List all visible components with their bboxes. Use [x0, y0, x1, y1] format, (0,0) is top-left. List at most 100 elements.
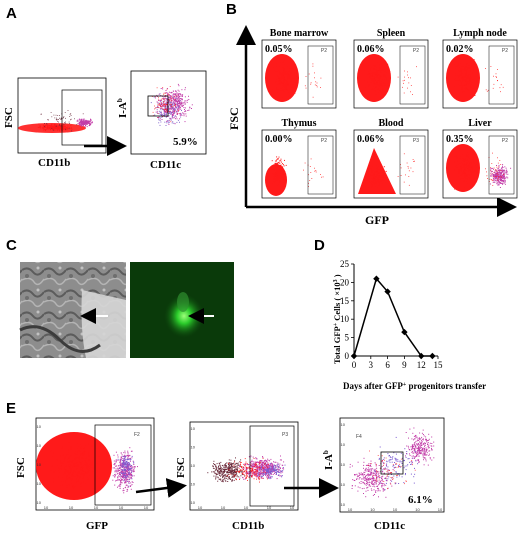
data-point: [373, 275, 380, 282]
data-point: [384, 288, 391, 295]
panel-d-letter: D: [314, 237, 325, 254]
panel-e-1-xlabel: GFP: [86, 520, 108, 532]
tick-label: 10: [119, 505, 124, 510]
gate-rect: [399, 135, 426, 195]
gate-rect: [488, 45, 515, 105]
data-point: [401, 328, 408, 336]
gate-label: P2: [321, 48, 327, 54]
panel-d-xlabel: Days after GFP+ progenitors transfer: [343, 381, 486, 391]
panel-a-right-xlabel: CD11c: [150, 159, 181, 171]
tissue-plot: Spleen P2 0.06%: [353, 28, 429, 109]
tick-label: 10: [191, 500, 196, 505]
x-tick-label: 12: [417, 360, 426, 370]
panel-e-letter: E: [6, 400, 16, 417]
gate-rect: [380, 451, 404, 475]
tissue-name: Spleen: [377, 28, 406, 39]
tissue-plot: Lymph node P2 0.02%: [442, 28, 518, 109]
tissue-percent: 0.00%: [265, 134, 293, 145]
y-tick-label: 10: [340, 314, 350, 324]
tick-label: 10: [244, 505, 249, 510]
tick-label: 10: [94, 505, 99, 510]
series-line: [353, 277, 433, 357]
panel-a-left-ylabel: FSC: [3, 107, 15, 128]
data-point: [418, 352, 425, 360]
tick-label: 10: [37, 443, 42, 448]
tick-label: 10: [144, 505, 149, 510]
scatter-points: [358, 148, 415, 194]
panel-b-axes: [236, 25, 517, 217]
gate-rect: [399, 45, 426, 105]
x-tick-label: 3: [369, 360, 374, 370]
panel-b-ylabel: FSC: [227, 107, 241, 130]
tissue-name: Lymph node: [453, 28, 507, 39]
tick-label: 10: [191, 463, 196, 468]
gate-label: F2: [134, 432, 140, 438]
panel-e-3-xlabel: CD11c: [374, 520, 405, 532]
panel-e-3-ylabel: I-Ab: [322, 450, 335, 470]
tick-label: 10: [191, 482, 196, 487]
tick-label: 10: [267, 505, 272, 510]
tissue-percent: 0.02%: [446, 44, 474, 55]
tissue-percent: 0.35%: [446, 134, 474, 145]
x-tick-label: 9: [402, 360, 407, 370]
tick-label: 10: [37, 481, 42, 486]
tick-label: 10: [44, 505, 49, 510]
panel-c-brightfield: [19, 262, 126, 358]
panel-e-1-ylabel: FSC: [15, 457, 27, 478]
gate-rect: [307, 45, 334, 105]
gate-rect: [61, 89, 103, 146]
data-point: [429, 352, 436, 360]
tissue-plot: Bone marrow P2 0.05%: [261, 28, 337, 109]
tick-label: 10: [37, 424, 42, 429]
gate-rect: [94, 424, 152, 506]
gate-rect: [307, 135, 334, 195]
tissue-percent: 0.05%: [265, 44, 293, 55]
panel-a-letter: A: [6, 5, 17, 22]
panel-a-right-percent: 5.9%: [173, 136, 198, 148]
y-tick-label: 25: [340, 259, 350, 269]
y-tick-label: 5: [345, 333, 350, 343]
panel-b-letter: B: [226, 1, 237, 18]
panel-c-letter: C: [6, 237, 17, 254]
panel-a-right-ylabel: I-Ab: [116, 98, 129, 118]
panel-b-xlabel: GFP: [365, 213, 389, 227]
tick-label: 10: [191, 426, 196, 431]
y-tick-label: 0: [345, 351, 350, 361]
tick-label: 10: [341, 482, 346, 487]
scatter-points: [265, 156, 324, 196]
gate-label: P2: [413, 48, 419, 54]
panel-d-ylabel: Total GFP+ Cells ( ×103 ): [332, 274, 342, 364]
tissue-percent: 0.06%: [357, 44, 385, 55]
tick-label: 10: [341, 422, 346, 427]
panel-a-left-xlabel: CD11b: [38, 157, 70, 169]
y-tick-label: 20: [340, 277, 350, 287]
tick-label: 10: [341, 502, 346, 507]
scatter-points: [446, 144, 512, 192]
tick-label: 10: [37, 462, 42, 467]
panel-a-right-plot: [130, 70, 207, 155]
tick-label: 10: [415, 507, 420, 512]
tick-label: 10: [221, 505, 226, 510]
x-tick-label: 6: [385, 360, 390, 370]
gate-label: P2: [321, 138, 327, 144]
gate-rect: [147, 95, 169, 117]
tissue-plot: Liver P2 0.35%: [442, 118, 518, 199]
tick-label: 10: [191, 445, 196, 450]
tissue-plot: Blood P3 0.06%: [353, 118, 429, 199]
tick-label: 10: [37, 500, 42, 505]
scatter-points: [18, 110, 93, 133]
tick-label: 10: [370, 507, 375, 512]
tissue-name: Thymus: [281, 118, 316, 129]
tick-label: 10: [393, 507, 398, 512]
panel-e-2-ylabel: FSC: [175, 457, 187, 478]
panel-e-arrow-1: [135, 478, 187, 498]
scatter-points: [446, 54, 504, 102]
tick-label: 10: [341, 462, 346, 467]
panel-c-fluorescence: [130, 262, 234, 358]
tick-label: 10: [348, 507, 353, 512]
